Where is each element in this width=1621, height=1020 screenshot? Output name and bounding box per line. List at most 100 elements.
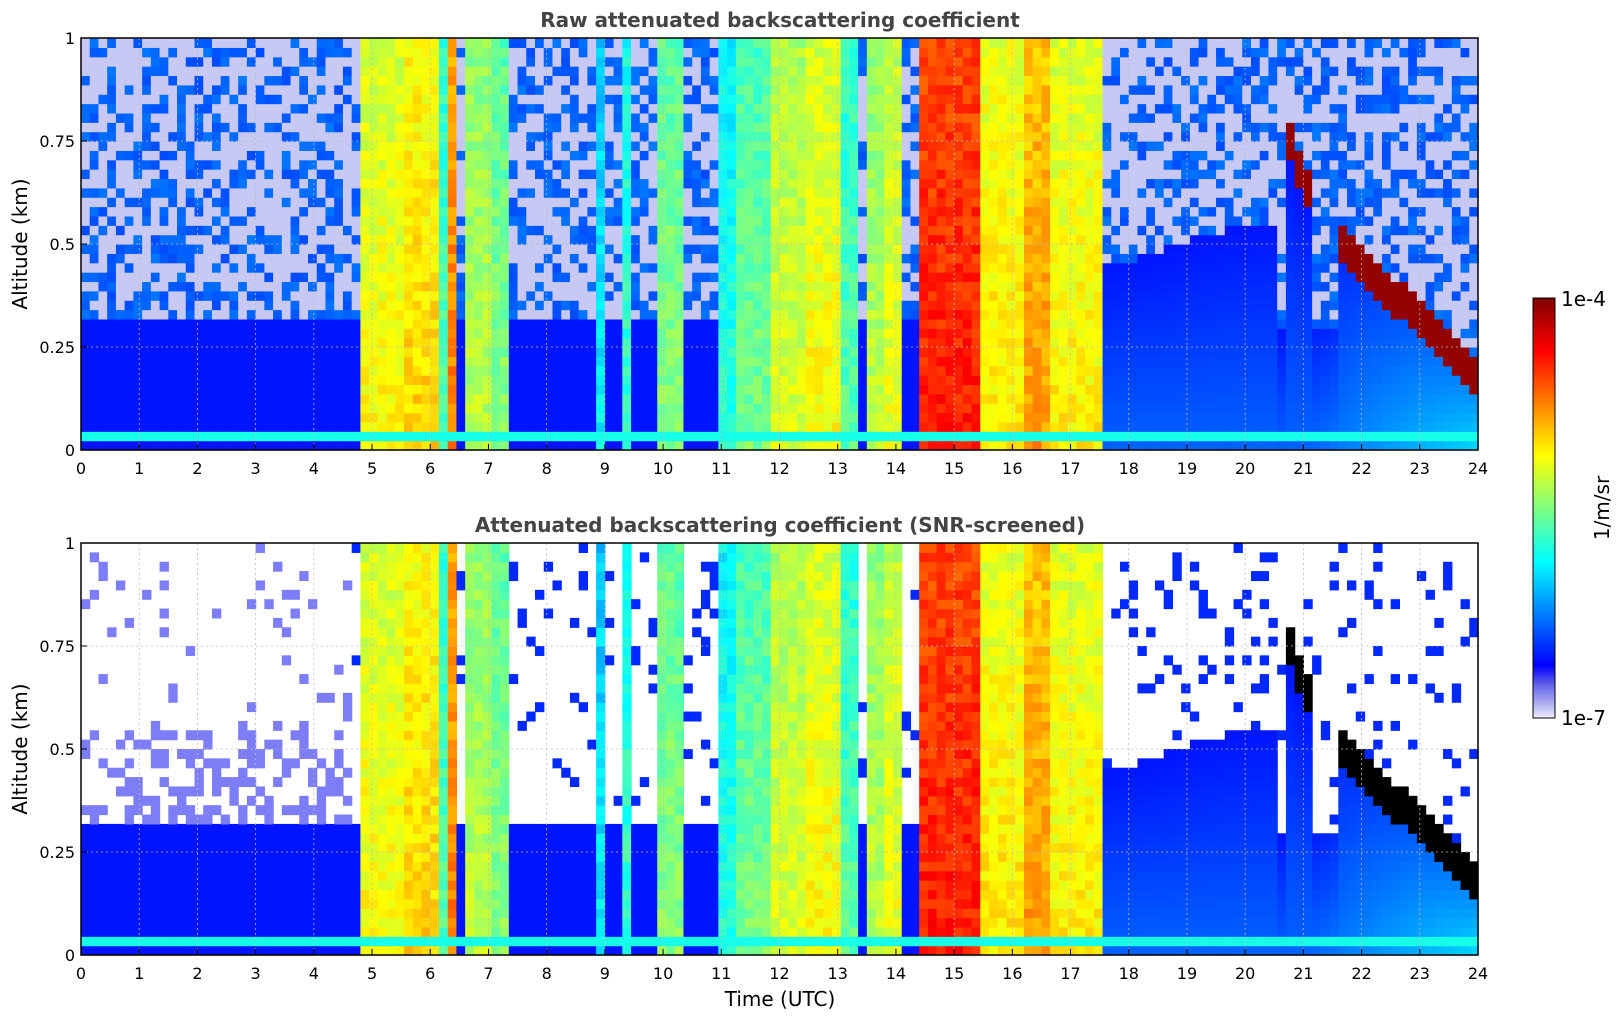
heatmap-cell [927, 103, 938, 114]
heatmap-cell [255, 47, 265, 58]
heatmap-cell [604, 253, 615, 264]
heatmap-cell [395, 169, 405, 180]
heatmap-cell [631, 75, 641, 86]
heatmap-cell [718, 206, 728, 217]
heatmap-cell [246, 375, 257, 386]
heatmap-cell [535, 244, 545, 254]
heatmap-cell [281, 197, 292, 208]
heatmap-cell [273, 206, 283, 217]
heatmap-cell [264, 318, 274, 329]
heatmap-cell [447, 318, 458, 329]
heatmap-cell [709, 318, 719, 329]
heatmap-cell [569, 150, 580, 161]
heatmap-cell [613, 365, 623, 376]
heatmap-cell [700, 84, 711, 95]
heatmap-cell [421, 38, 431, 48]
heatmap-cell [404, 66, 414, 77]
heatmap-cell [744, 47, 754, 58]
heatmap-cell [168, 94, 178, 105]
heatmap-cell [168, 365, 178, 376]
heatmap-cell [683, 318, 693, 329]
heatmap-cell [491, 94, 501, 105]
heatmap-cell [124, 215, 134, 226]
heatmap-cell [211, 393, 222, 404]
heatmap-cell [211, 365, 222, 376]
heatmap-cell [762, 66, 772, 77]
heatmap-cell [1023, 318, 1034, 329]
heatmap-cell [360, 300, 370, 311]
heatmap-cell [735, 112, 746, 123]
heatmap-cell [107, 384, 117, 395]
heatmap-cell [1058, 47, 1069, 58]
heatmap-cell [770, 412, 781, 423]
heatmap-cell [910, 337, 920, 348]
heatmap-cell [412, 112, 423, 123]
heatmap-cell [203, 112, 213, 123]
heatmap-cell [770, 84, 781, 95]
heatmap-cell [849, 347, 859, 357]
heatmap-cell [989, 244, 999, 254]
heatmap-cell [290, 225, 300, 236]
heatmap-cell [98, 440, 108, 451]
heatmap-cell [700, 56, 711, 67]
heatmap-cell [81, 431, 91, 442]
heatmap-cell [421, 169, 431, 180]
heatmap-cell [1006, 178, 1016, 189]
heatmap-cell [124, 431, 134, 442]
heatmap-cell [447, 412, 458, 423]
heatmap-cell [980, 94, 990, 105]
heatmap-cell [884, 393, 894, 404]
heatmap-cell [980, 225, 990, 236]
heatmap-cell [377, 393, 388, 404]
heatmap-cell [578, 141, 589, 151]
heatmap-cell [919, 244, 929, 254]
heatmap-cell [796, 234, 807, 245]
heatmap-cell [980, 318, 990, 329]
heatmap-cell [674, 112, 685, 123]
heatmap-cell [386, 300, 396, 311]
heatmap-cell [1058, 244, 1069, 254]
heatmap-cell [281, 300, 292, 311]
heatmap-cell [648, 122, 658, 133]
heatmap-cell [901, 347, 912, 357]
heatmap-cell [412, 122, 423, 133]
heatmap-cell [674, 262, 685, 273]
heatmap-cell [578, 309, 589, 320]
heatmap-cell [325, 300, 335, 311]
heatmap-cell [1006, 47, 1016, 58]
heatmap-cell [779, 169, 789, 180]
heatmap-cell [796, 206, 807, 217]
heatmap-cell [683, 347, 693, 357]
heatmap-cell [447, 234, 458, 245]
heatmap-cell [447, 421, 458, 432]
heatmap-cell [220, 178, 231, 189]
heatmap-cell [264, 38, 274, 48]
heatmap-cell [674, 84, 685, 95]
heatmap-cell [142, 197, 152, 208]
heatmap-cell [177, 281, 187, 292]
heatmap-cell [762, 375, 772, 386]
heatmap-cell [229, 393, 239, 404]
heatmap-cell [578, 234, 589, 245]
heatmap-cell [639, 131, 650, 142]
heatmap-cell [657, 38, 667, 48]
heatmap-cell [360, 225, 370, 236]
heatmap-cell [552, 328, 562, 339]
heatmap-cell [596, 356, 606, 367]
heatmap-cell [255, 384, 265, 395]
heatmap-cell [412, 84, 423, 95]
heatmap-cell [831, 225, 842, 236]
heatmap-cell [81, 365, 91, 376]
heatmap-cell [1067, 262, 1077, 273]
heatmap-cell [569, 318, 580, 329]
heatmap-cell [264, 300, 274, 311]
heatmap-cell [919, 328, 929, 339]
heatmap-cell [884, 412, 894, 423]
heatmap-cell [910, 197, 920, 208]
heatmap-cell [124, 169, 134, 180]
heatmap-cell [81, 412, 91, 423]
heatmap-cell [281, 318, 292, 329]
heatmap-cell [194, 206, 204, 217]
heatmap-cell [840, 384, 850, 395]
heatmap-cell [683, 356, 693, 367]
